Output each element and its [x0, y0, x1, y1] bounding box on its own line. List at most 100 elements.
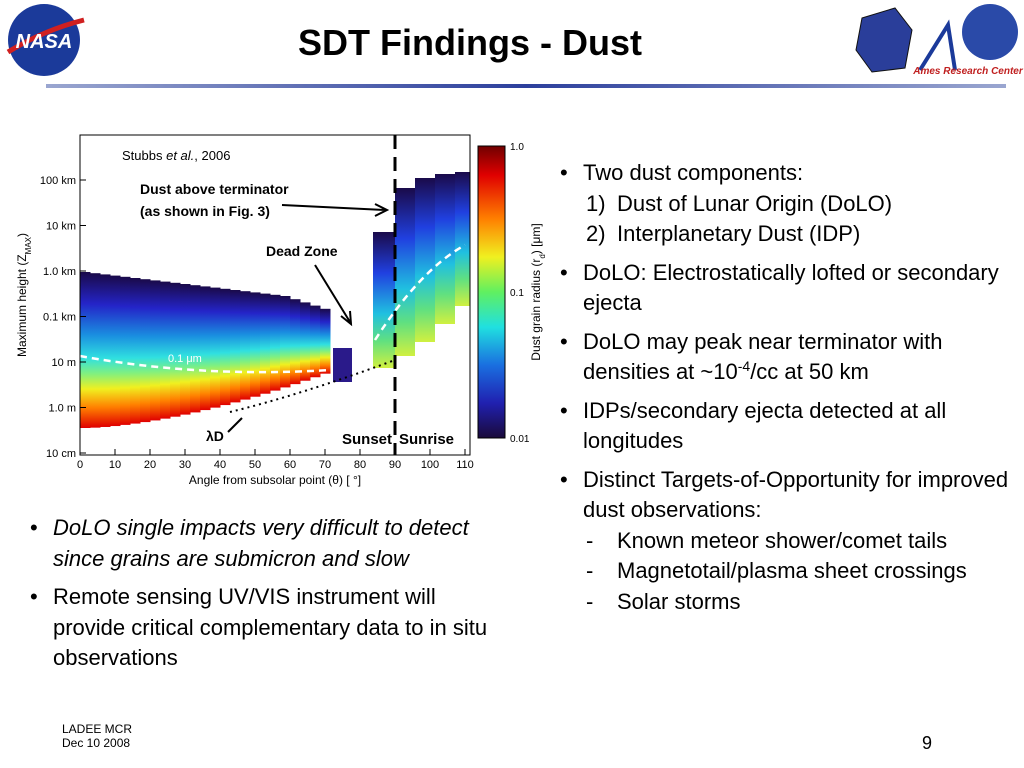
nasa-logo: [8, 4, 80, 76]
sub-text: Interplanetary Dust (IDP): [617, 221, 861, 246]
bullet-item: • DoLO may peak near terminator with dens…: [560, 327, 1010, 388]
radius-contour: [79, 243, 466, 374]
x-tick-label: 50: [249, 459, 261, 471]
bullet-item: • DoLO: Electrostatically lofted or secon…: [560, 258, 1010, 319]
heatmap-column: [290, 299, 301, 385]
sub-item: 1) Dust of Lunar Origin (DoLO): [560, 189, 1010, 220]
heatmap-column: [240, 291, 251, 400]
heatmap-column: [120, 276, 131, 425]
bullet-item: • Distinct Targets-of-Opportunity for imp…: [560, 465, 1010, 618]
heatmap-column: [280, 296, 291, 388]
heatmap-column: [250, 292, 261, 397]
bullet-item: • DoLO single impacts very difficult to d…: [30, 513, 510, 574]
ames-mark: [918, 19, 957, 72]
bullet-text-part: -4: [737, 358, 751, 374]
slide-title: SDT Findings - Dust: [298, 22, 642, 63]
credit-part: , 2006: [194, 148, 230, 163]
heatmap-column: [210, 287, 221, 408]
bullet-text-part: Distinct Targets-of-Opportunity for impr…: [583, 466, 1009, 523]
heatmap-column: [110, 275, 121, 427]
bullet-text-part: DoLO may peak near terminator with densi…: [583, 328, 943, 385]
annotation: Dead Zone: [266, 243, 338, 259]
bullet-text: Two dust components:: [583, 160, 803, 185]
nasa-text: NASA: [16, 31, 73, 53]
y-axis-label-part: MAX: [24, 236, 33, 254]
x-tick-label: 40: [214, 459, 226, 471]
y-tick-label: 10 m: [52, 357, 76, 369]
arrow: [281, 203, 390, 217]
heatmap-column: [200, 286, 211, 411]
heatmap-column: [373, 232, 395, 368]
sub-item: - Magnetotail/plasma sheet crossings: [560, 556, 1010, 587]
bullet-marker: •: [30, 515, 38, 540]
ames-seal: [962, 4, 1018, 60]
x-tick-label: 30: [179, 459, 191, 471]
heatmap-column: [435, 174, 455, 324]
annotation: 0.1 μm: [168, 353, 202, 365]
y-tick-label: 1.0 km: [43, 266, 76, 278]
y-axis-label-part: Maximum height (Z: [15, 254, 29, 357]
sub-marker: -: [586, 558, 594, 583]
y-tick-label: 10 cm: [46, 448, 76, 460]
bullet-text-part: IDPs/secondary ejecta detected at all lo…: [583, 397, 947, 454]
colorbar-label-part: d: [538, 254, 547, 258]
heatmap-column: [140, 279, 151, 423]
heatmap-column: [270, 294, 281, 391]
x-tick-label: 20: [144, 459, 156, 471]
heatmap-column: [220, 288, 231, 406]
figure: 100 km 10 km 1.0 km 0.1 km 10 m 1.0 m 10 cm0 10…: [15, 134, 547, 487]
x-axis-label: Angle from subsolar point (θ) [ °]: [189, 473, 361, 487]
heatmap-column: [90, 273, 101, 428]
footer-line: Dec 10 2008: [62, 736, 131, 750]
sub-text: Magnetotail/plasma sheet crossings: [617, 558, 967, 583]
bullet-item: • IDPs/secondary ejecta detected at all l…: [560, 396, 1010, 457]
bullet-marker: •: [560, 328, 568, 354]
sub-item: 2) Interplanetary Dust (IDP): [560, 219, 1010, 250]
sub-text: Solar storms: [617, 588, 741, 614]
annotation: λD: [206, 428, 224, 444]
plot-frame: [79, 134, 471, 456]
heatmap-column: [455, 172, 470, 306]
bullet-text-part: /cc at 50 km: [750, 359, 869, 384]
x-tick-label: 110: [456, 459, 474, 471]
sub-item: - Known meteor shower/comet tails: [560, 526, 1010, 557]
x-tick-label: 10: [109, 459, 121, 471]
bullet-text: Distinct Targets-of-Opportunity for impr…: [583, 467, 1008, 523]
bullet-marker: •: [560, 397, 568, 423]
bullet-text-part: Two dust components:: [583, 160, 804, 185]
footer: LADEE MCR Dec 10 2008: [62, 722, 132, 750]
heatmap-column: [320, 308, 331, 374]
ames-text: Ames Research Center: [912, 66, 1024, 77]
colorbar-label-part: Dust grain radius (r: [529, 259, 543, 361]
right-bullets: • Two dust components: 1) Dust of Lunar Ori…: [560, 158, 1010, 625]
credit-part: Stubbs: [122, 148, 166, 163]
bullet-item: • Two dust components: 1) Dust of Lunar Ori…: [560, 158, 1010, 250]
x-tick-label: 80: [354, 459, 366, 471]
bullet-text-part: DoLO: Electrostatically lofted or second…: [583, 259, 999, 316]
sub-item: - Solar storms: [560, 587, 1010, 618]
sunset-label: Sunset: [342, 431, 392, 448]
x-tick-label: 90: [389, 459, 401, 471]
left-bullets: • DoLO single impacts very difficult to d…: [30, 513, 510, 682]
bullet-marker: •: [560, 466, 568, 492]
header-rule: [46, 84, 1006, 88]
x-tick-label: 70: [319, 459, 331, 471]
bullet-item: • Remote sensing UV/VIS instrument will p…: [30, 582, 510, 674]
colorbar: [477, 145, 506, 439]
sub-marker: -: [586, 527, 594, 553]
page-number: 9: [922, 733, 933, 753]
x-tick-label: 100: [421, 459, 439, 471]
heatmap-column: [333, 348, 352, 382]
arrow: [227, 417, 243, 433]
y-tick-label: 1.0 m: [48, 403, 76, 415]
heatmap-column: [150, 280, 161, 421]
annotation: (as shown in Fig. 3): [140, 203, 270, 219]
y-tick-label: 0.1 km: [43, 312, 76, 324]
spacecraft-logo: [855, 7, 913, 73]
bullet-text-part: Remote sensing UV/VIS instrument will pr…: [53, 584, 488, 670]
heatmap-column: [310, 305, 321, 378]
bullet-text: DoLO: Electrostatically lofted or second…: [583, 260, 999, 316]
colorbar-label-part: ) [μm]: [529, 223, 543, 254]
